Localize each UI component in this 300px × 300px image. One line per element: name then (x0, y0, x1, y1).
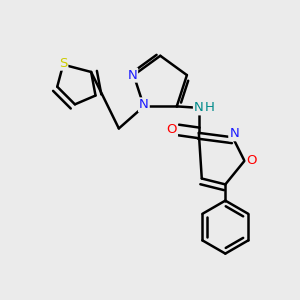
Text: N: N (139, 98, 149, 111)
Text: O: O (167, 123, 177, 136)
Text: N: N (194, 101, 204, 114)
Text: O: O (247, 154, 257, 167)
Text: H: H (205, 101, 215, 114)
Text: S: S (59, 57, 67, 70)
Text: N: N (229, 127, 239, 140)
Text: N: N (128, 69, 137, 82)
